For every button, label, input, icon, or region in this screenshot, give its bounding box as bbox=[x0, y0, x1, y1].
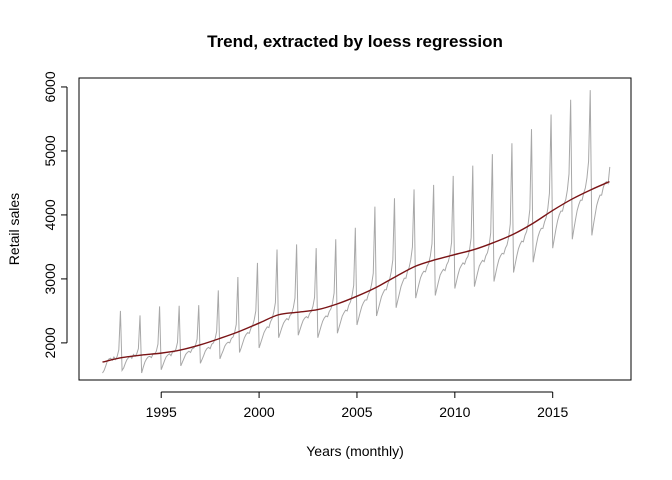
x-tick-label: 2010 bbox=[439, 404, 470, 420]
y-tick-label: 2000 bbox=[42, 327, 58, 358]
loess-trend-line bbox=[102, 181, 610, 363]
x-tick-label: 1995 bbox=[146, 404, 177, 420]
y-axis: 2000 3000 4000 5000 6000 bbox=[42, 71, 68, 358]
y-tick-label: 6000 bbox=[42, 71, 58, 102]
x-tick-label: 2015 bbox=[537, 404, 568, 420]
y-axis-label: Retail sales bbox=[6, 193, 22, 265]
y-tick-label: 3000 bbox=[42, 263, 58, 294]
x-tick-label: 2005 bbox=[341, 404, 372, 420]
y-tick-label: 5000 bbox=[42, 135, 58, 166]
raw-sales-line bbox=[102, 90, 611, 374]
plot-frame bbox=[78, 77, 632, 381]
y-tick-label: 4000 bbox=[42, 199, 58, 230]
x-axis: 1995 2000 2005 2010 2015 bbox=[146, 391, 568, 420]
trend-series bbox=[102, 181, 610, 363]
chart-title: Trend, extracted by loess regression bbox=[207, 32, 503, 51]
x-axis-label: Years (monthly) bbox=[306, 443, 404, 459]
x-tick-label: 2000 bbox=[244, 404, 275, 420]
raw-series bbox=[102, 90, 611, 374]
